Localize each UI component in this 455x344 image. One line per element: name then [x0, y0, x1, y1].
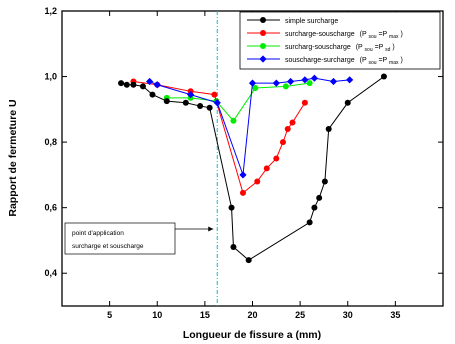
data-point — [321, 178, 328, 185]
data-point — [306, 80, 313, 87]
data-point — [118, 80, 125, 87]
data-point — [211, 91, 218, 98]
x-tick-label: 10 — [152, 310, 162, 320]
data-point — [282, 83, 289, 90]
data-point — [279, 139, 286, 146]
legend-markers — [247, 17, 280, 63]
data-point — [163, 98, 170, 105]
data-point — [213, 99, 221, 107]
annotation: point d'application surcharge et souscha… — [64, 222, 214, 255]
legend-box — [239, 11, 441, 70]
data-point — [272, 79, 280, 87]
data-point — [380, 73, 387, 80]
data-point — [182, 99, 189, 106]
legend-marker — [260, 17, 266, 23]
data-point — [139, 83, 146, 90]
data-point — [239, 189, 246, 196]
legend-marker — [259, 55, 267, 63]
legend-1-sub-sou: sou — [368, 34, 376, 40]
annotation-box — [64, 222, 176, 255]
x-axis-title: Longueur de fissure a (mm) — [183, 329, 321, 341]
data-point — [252, 85, 259, 92]
data-point — [149, 91, 156, 98]
data-point — [284, 126, 291, 132]
legend-3-main: souscharge-surcharge — [285, 57, 355, 64]
legend: simple surcharge surcharge-souscharge (P… — [239, 11, 441, 70]
data-point — [287, 77, 295, 86]
legend-2-main: surcharg-souscharge — [285, 44, 351, 51]
data-point — [301, 99, 308, 106]
legend-2-sub-sou: sou — [365, 47, 373, 53]
data-point — [306, 219, 313, 226]
series-line — [149, 77, 350, 176]
legend-label-simple-surcharge: simple surcharge — [285, 18, 338, 25]
x-tick-label: 30 — [343, 310, 353, 320]
annotation-arrowhead — [208, 226, 214, 232]
y-axis-title: Rapport de fermeture U — [7, 99, 19, 216]
data-point — [311, 204, 318, 211]
legend-1-sub-eq: =P — [378, 31, 387, 38]
x-tick-label: 35 — [390, 310, 400, 320]
data-point — [316, 194, 323, 201]
legend-marker — [260, 43, 266, 49]
data-point — [123, 81, 130, 88]
data-point — [239, 171, 247, 179]
legend-2-sub-close: ) — [392, 44, 394, 51]
y-tick-label: 1,2 — [44, 6, 57, 16]
legend-3-sub-eq: =P — [378, 57, 387, 64]
data-point — [228, 204, 235, 211]
data-point — [186, 90, 195, 99]
data-point — [153, 81, 161, 89]
y-tick-label: 0,8 — [44, 137, 57, 147]
y-tick-label: 0,4 — [44, 268, 57, 278]
data-point — [301, 76, 309, 84]
legend-2-sub-eq: =P — [375, 44, 384, 51]
x-tick-label: 5 — [107, 310, 112, 320]
legend-1-sub-max: max — [389, 34, 399, 40]
legend-1-sub-close: ) — [400, 31, 402, 38]
legend-2-sub-open: (P — [356, 44, 363, 51]
legend-label-surcharg-souscharge-sd: surcharg-souscharge (P sou =P sd ) — [285, 44, 395, 53]
legend-2-sub-sd: sd — [385, 47, 391, 53]
legend-3-sub-max: max — [389, 60, 399, 66]
data-point — [206, 104, 213, 111]
x-tick-label: 25 — [295, 310, 305, 320]
data-point — [197, 103, 204, 110]
x-tick-label: 20 — [247, 310, 257, 320]
data-point — [346, 76, 354, 84]
data-point — [289, 119, 296, 126]
legend-1-sub-open: (P — [360, 31, 367, 38]
annotation-line-1: point d'application — [72, 230, 124, 237]
y-tick-label: 1,0 — [44, 72, 57, 82]
series-layer — [118, 73, 387, 264]
legend-label-surcharge-souscharge-max: surcharge-souscharge (P sou =P max ) — [285, 31, 403, 40]
legend-3-sub-open: (P — [360, 57, 367, 64]
annotation-line-2: surcharge et souscharge — [72, 243, 144, 250]
data-point — [130, 81, 137, 88]
legend-1-main: surcharge-souscharge — [285, 31, 355, 38]
data-point — [263, 165, 270, 172]
legend-marker — [260, 30, 266, 36]
data-point — [325, 126, 332, 132]
y-tick-label: 0,6 — [44, 203, 57, 213]
data-point — [344, 99, 351, 106]
x-tick-label: 15 — [200, 310, 210, 320]
data-point — [273, 155, 280, 162]
data-point — [146, 77, 154, 86]
data-point — [230, 244, 237, 250]
data-point — [245, 257, 252, 264]
data-point — [248, 79, 257, 87]
legend-3-sub-sou: sou — [368, 60, 376, 66]
data-point — [310, 74, 319, 82]
legend-label-souscharge-surcharge-max: souscharge-surcharge (P sou =P max ) — [285, 57, 403, 66]
data-point — [230, 117, 237, 124]
legend-3-sub-close: ) — [400, 57, 402, 64]
data-point — [329, 77, 338, 86]
data-point — [254, 178, 261, 185]
